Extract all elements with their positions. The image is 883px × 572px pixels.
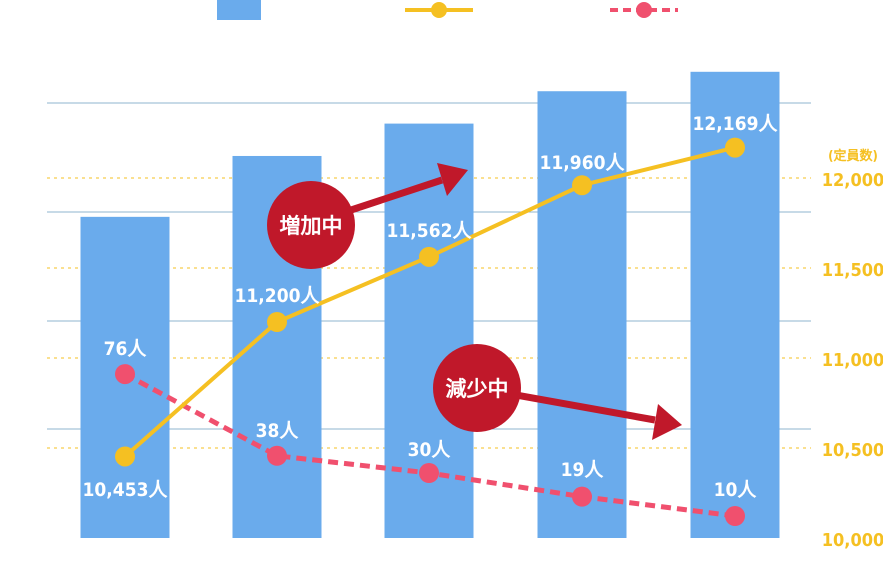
solid-line-point-2 <box>267 312 287 332</box>
dashed-line-label-4: 19人 <box>561 459 605 481</box>
dashed-line-label-5: 10人 <box>714 479 758 501</box>
solid-line-label-3: 11,562人 <box>387 220 473 242</box>
legend-line-swatch <box>405 2 473 18</box>
solid-line-label-2: 11,200人 <box>235 285 321 307</box>
dashed-line-label-1: 76人 <box>104 338 148 360</box>
increase-annotation: 増加中 <box>267 163 468 269</box>
dashed-line-label-3: 30人 <box>408 439 452 461</box>
dashed-line-point-3 <box>419 463 439 483</box>
solid-line-point-5 <box>725 137 745 158</box>
right-axis-tick-label-1: 12,000 <box>822 170 883 191</box>
bar-4 <box>537 91 627 538</box>
right-axis: (定員数) 12,000 11,500 11,000 10,500 10,000 <box>822 148 883 551</box>
right-axis-tick-label-5: 10,000 <box>822 530 883 551</box>
right-axis-tick-label-3: 11,000 <box>822 350 883 371</box>
dashed-line-point-1 <box>115 364 135 385</box>
solid-line-point-3 <box>419 246 439 267</box>
decrease-badge <box>433 344 521 432</box>
solid-line-label-4: 11,960人 <box>540 152 626 174</box>
solid-line-label-5: 12,169人 <box>693 113 779 135</box>
right-axis-tick-label-2: 11,500 <box>822 260 883 281</box>
dashed-line-point-5 <box>725 506 745 526</box>
dashed-line-label-2: 38人 <box>256 420 300 442</box>
line-series: 10,453人 11,200人 11,562人 11,960人 12,169人 76人 38… <box>83 113 779 526</box>
legend <box>217 0 678 20</box>
solid-line-label-1: 10,453人 <box>83 479 169 501</box>
dashed-line-point-4 <box>572 486 592 507</box>
increase-badge <box>267 181 355 269</box>
solid-line-point-1 <box>115 446 135 467</box>
decrease-annotation: 減少中 <box>433 344 682 440</box>
decrease-badge-label: 減少中 <box>446 377 509 401</box>
right-axis-unit: (定員数) <box>828 148 878 164</box>
legend-bar-swatch <box>217 0 261 20</box>
solid-line-point-4 <box>572 175 592 196</box>
right-axis-tick-label-4: 10,500 <box>822 440 883 461</box>
dashed-line-point-2 <box>267 445 287 466</box>
legend-dashed-swatch <box>610 2 678 18</box>
increase-badge-label: 増加中 <box>280 214 343 238</box>
